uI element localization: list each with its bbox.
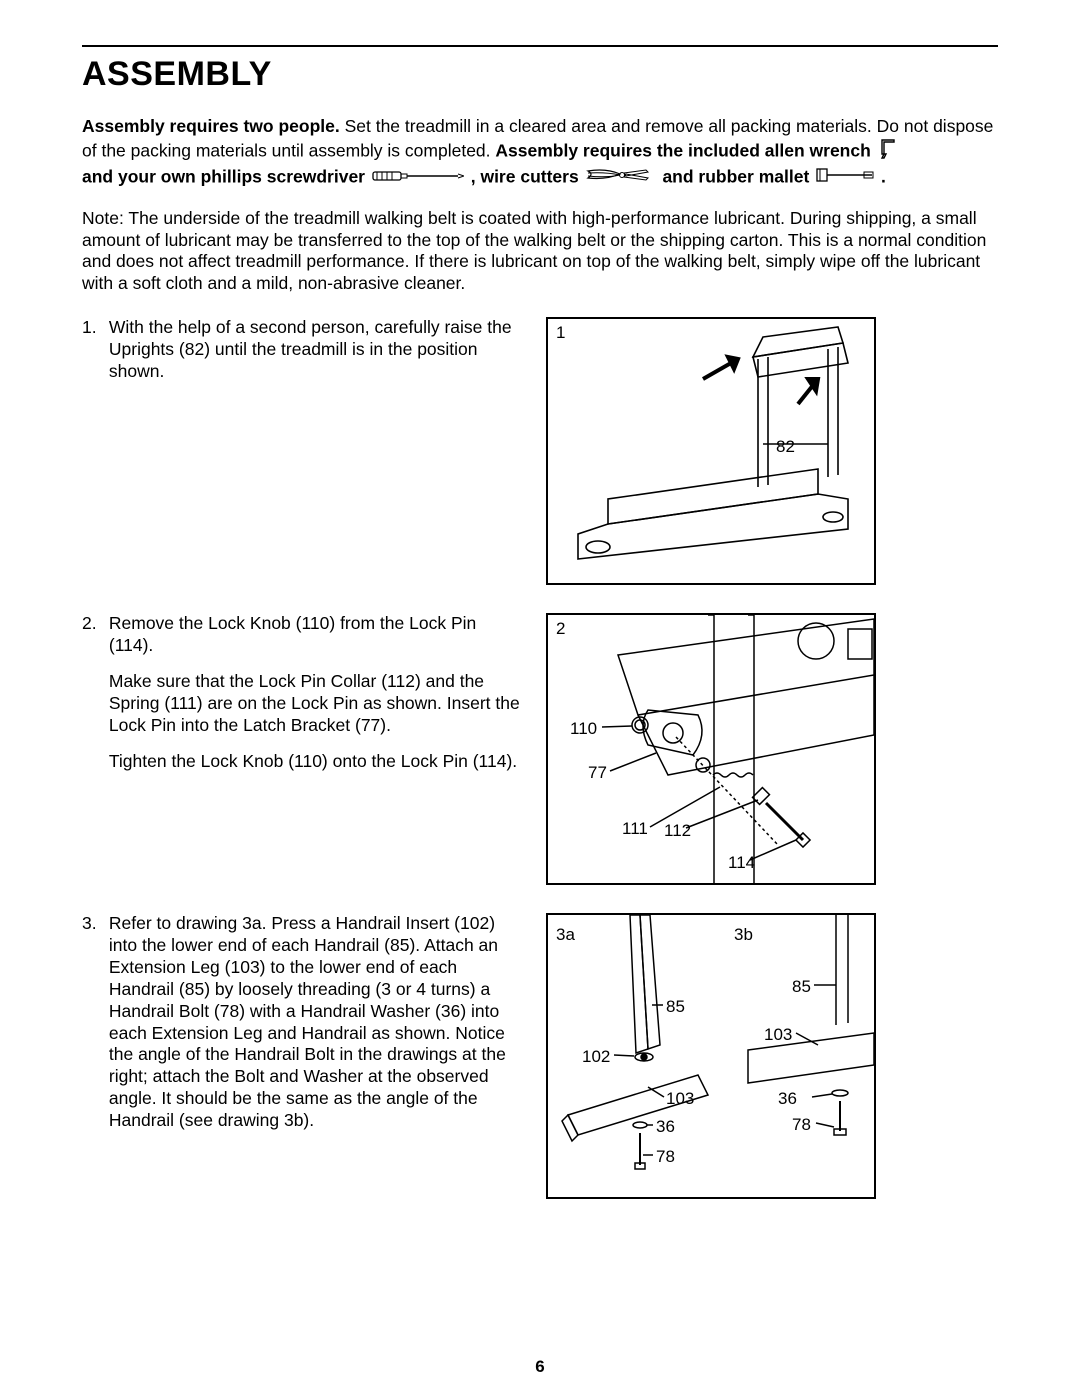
allen-wrench-icon <box>878 138 898 166</box>
step-3-para-0: Refer to drawing 3a. Press a Handrail In… <box>109 913 521 1132</box>
figure-2-callout-110: 110 <box>570 719 597 739</box>
figure-2-callout-111: 111 <box>622 819 648 839</box>
intro-bold-3: and your own phillips screwdriver <box>82 166 365 186</box>
step-1-text: 1. With the help of a second person, car… <box>82 317 522 397</box>
figure-3a-callout-85: 85 <box>666 997 685 1017</box>
step-3-row: 3. Refer to drawing 3a. Press a Handrail… <box>82 913 998 1199</box>
step-3-num: 3. <box>82 913 104 935</box>
figure-2-callout-114: 114 <box>728 853 755 873</box>
intro-bold-4: , wire cutters <box>471 166 579 186</box>
step-1-row: 1. With the help of a second person, car… <box>82 317 998 585</box>
figure-3a-callout-103: 103 <box>666 1089 694 1109</box>
step-2-para-2: Tighten the Lock Knob (110) onto the Loc… <box>109 751 521 773</box>
step-2-row: 2. Remove the Lock Knob (110) from the L… <box>82 613 998 885</box>
step-2-text: 2. Remove the Lock Knob (110) from the L… <box>82 613 522 786</box>
figure-2-callout-112: 112 <box>664 821 691 841</box>
step-3-text: 3. Refer to drawing 3a. Press a Handrail… <box>82 913 522 1146</box>
steps-container: 1. With the help of a second person, car… <box>82 317 998 1199</box>
figure-3b-callout-85: 85 <box>792 977 811 997</box>
figure-3b-callout-103: 103 <box>764 1025 792 1045</box>
rubber-mallet-icon <box>816 166 874 190</box>
figure-3b-callout-36: 36 <box>778 1089 797 1109</box>
figure-2-callout-77: 77 <box>588 763 607 783</box>
step-2-num: 2. <box>82 613 104 635</box>
screwdriver-icon <box>372 167 464 189</box>
figure-3b-label: 3b <box>734 925 753 945</box>
wire-cutters-icon <box>586 166 656 190</box>
intro-period: . <box>881 166 886 186</box>
figure-2: 2 <box>546 613 876 885</box>
intro-bold-1: Assembly requires two people. <box>82 116 340 136</box>
figure-1-label: 1 <box>556 323 565 343</box>
figure-3a-callout-102: 102 <box>582 1047 610 1067</box>
step-2-para-1: Make sure that the Lock Pin Collar (112)… <box>109 671 521 737</box>
figure-3a-label: 3a <box>556 925 575 945</box>
figure-1: 1 <box>546 317 876 585</box>
intro-bold-5: and rubber mallet <box>662 166 809 186</box>
note-paragraph: Note: The underside of the treadmill wal… <box>82 208 998 296</box>
step-1-num: 1. <box>82 317 104 339</box>
top-rule <box>82 45 998 47</box>
figure-1-callout-82: 82 <box>776 437 795 457</box>
figure-3b-callout-78: 78 <box>792 1115 811 1135</box>
figure-3: 3a 3b <box>546 913 876 1199</box>
figure-3a-callout-36: 36 <box>656 1117 675 1137</box>
intro-bold-2: Assembly requires the included allen wre… <box>495 140 870 160</box>
intro-paragraph: Assembly requires two people. Set the tr… <box>82 116 998 190</box>
step-1-para-0: With the help of a second person, carefu… <box>109 317 521 383</box>
page-title: ASSEMBLY <box>82 55 998 94</box>
figure-2-label: 2 <box>556 619 565 639</box>
page-number: 6 <box>0 1357 1080 1377</box>
step-2-para-0: Remove the Lock Knob (110) from the Lock… <box>109 613 521 657</box>
figure-3a-callout-78: 78 <box>656 1147 675 1167</box>
